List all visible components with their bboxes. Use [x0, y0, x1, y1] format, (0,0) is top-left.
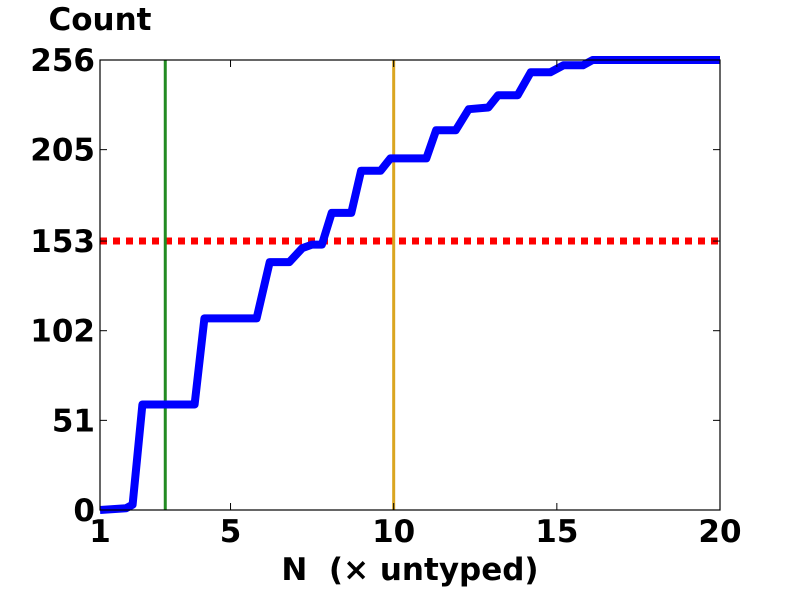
plot-frame	[99, 59, 721, 511]
y-tick-label: 0	[73, 493, 95, 529]
y-tick-label: 153	[30, 224, 95, 260]
x-tick-label: 1	[89, 514, 111, 550]
y-axis-title: Count	[48, 2, 151, 38]
reference-lines	[100, 60, 720, 510]
x-tick-label: 5	[220, 514, 242, 550]
series-layer	[99, 56, 720, 514]
series-line	[99, 56, 720, 514]
y-tick-label: 205	[30, 133, 95, 169]
x-tick-label: 10	[372, 514, 415, 550]
x-axis-title: N (× untyped)	[281, 552, 538, 588]
y-tick-label: 102	[30, 314, 95, 350]
x-tick-label: 15	[535, 514, 578, 550]
x-tick-label: 20	[698, 514, 741, 550]
y-tick-label: 256	[30, 43, 95, 79]
plot-background	[100, 60, 720, 510]
y-tick-label: 51	[52, 403, 95, 439]
